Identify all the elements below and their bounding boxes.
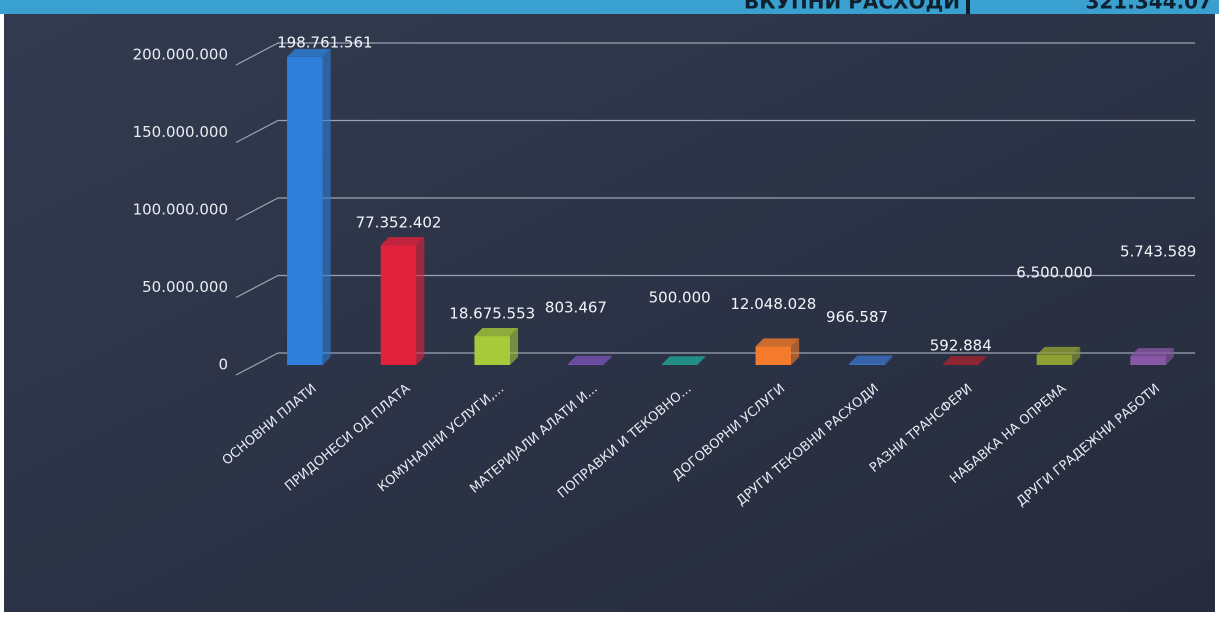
value-label: 500.000 (649, 289, 711, 307)
grid-line (235, 352, 1195, 376)
bar-side (1072, 346, 1081, 365)
bar (849, 363, 885, 365)
bar (661, 364, 698, 365)
bar (1130, 356, 1166, 365)
y-tick-label: 200.000.000 (133, 46, 228, 64)
y-tick-label: 50.000.000 (142, 278, 228, 296)
bar-side (697, 356, 706, 365)
plot-background (4, 14, 1215, 612)
bar-top (474, 328, 519, 337)
grid-line (235, 274, 1195, 299)
bar-top (287, 48, 331, 57)
bar-side (791, 338, 800, 365)
bar-side (603, 355, 612, 365)
bar-top (942, 356, 987, 365)
value-label: 198.761.561 (277, 33, 372, 51)
bar (942, 364, 979, 365)
bar (380, 245, 417, 365)
bar-top (568, 355, 612, 364)
bar-side (416, 237, 425, 365)
grid-line (235, 42, 1195, 66)
value-label: 803.467 (545, 298, 607, 316)
bar (287, 56, 323, 365)
bar-top (380, 237, 425, 246)
bar (755, 346, 792, 365)
grid-line (235, 119, 1195, 144)
bar-top (1130, 348, 1174, 357)
bar-top (849, 355, 893, 364)
value-label: 77.352.402 (356, 214, 442, 232)
header-total: 321.344.07 (1085, 0, 1212, 14)
y-tick-label: 100.000.000 (133, 201, 228, 219)
header-label: ВКУПНИ РАСХОДИ (744, 0, 960, 14)
bar-side (884, 355, 893, 365)
bar-top (1036, 346, 1081, 355)
value-label: 5.743.589 (1120, 243, 1196, 261)
value-label: 18.675.553 (449, 305, 535, 323)
bar (1036, 354, 1073, 365)
grid-line (235, 197, 1195, 221)
y-tick-label: 0 (218, 356, 228, 374)
bar-side (510, 328, 519, 365)
header-bar (0, 0, 1219, 14)
y-tick-label: 150.000.000 (133, 123, 228, 141)
value-label: 966.587 (826, 308, 888, 326)
bar (474, 336, 511, 365)
value-label: 6.500.000 (1016, 263, 1092, 281)
bar-side (978, 356, 987, 365)
bar-top (661, 356, 706, 365)
bar (568, 363, 604, 365)
value-label: 592.884 (930, 337, 992, 355)
bar-side (1165, 348, 1174, 365)
bar-top (755, 338, 800, 347)
value-label: 12.048.028 (730, 295, 816, 313)
bar-side (322, 48, 331, 365)
header-divider (966, 0, 970, 14)
